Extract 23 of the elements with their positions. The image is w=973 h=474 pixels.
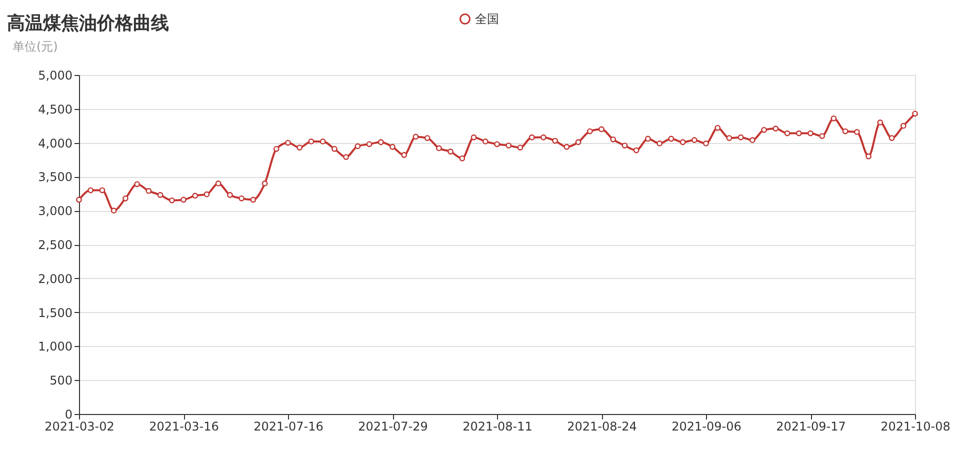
x-tick-label: 2021-10-08: [880, 420, 950, 434]
x-tick-label: 2021-09-17: [776, 420, 846, 434]
x-tick-label: 2021-07-29: [358, 420, 428, 434]
x-tick-label: 2021-09-06: [672, 420, 742, 434]
x-tick-label: 2021-08-11: [462, 420, 532, 434]
legend-label: 全国: [475, 12, 499, 26]
y-tick-label: 3,000: [38, 204, 72, 218]
y-tick-label: 4,000: [38, 136, 72, 150]
y-tick-label: 2,500: [38, 238, 72, 252]
y-tick-label: 2,000: [38, 272, 72, 286]
y-tick-label: 3,500: [38, 170, 72, 184]
x-tick-label: 2021-08-24: [567, 420, 637, 434]
x-tick-label: 2021-03-02: [44, 420, 114, 434]
x-tick-label: 2021-07-16: [254, 420, 324, 434]
y-tick-label: 4,500: [38, 102, 72, 116]
y-tick-label: 500: [50, 374, 72, 388]
x-tick-label: 2021-03-16: [149, 420, 219, 434]
y-tick-label: 0: [64, 408, 72, 422]
y-axis-title: 单位(元): [12, 40, 58, 54]
chart-title: 高温煤焦油价格曲线: [7, 13, 169, 34]
y-tick-label: 1,000: [38, 340, 72, 354]
y-tick-label: 5,000: [38, 68, 72, 82]
y-tick-label: 1,500: [38, 306, 72, 320]
